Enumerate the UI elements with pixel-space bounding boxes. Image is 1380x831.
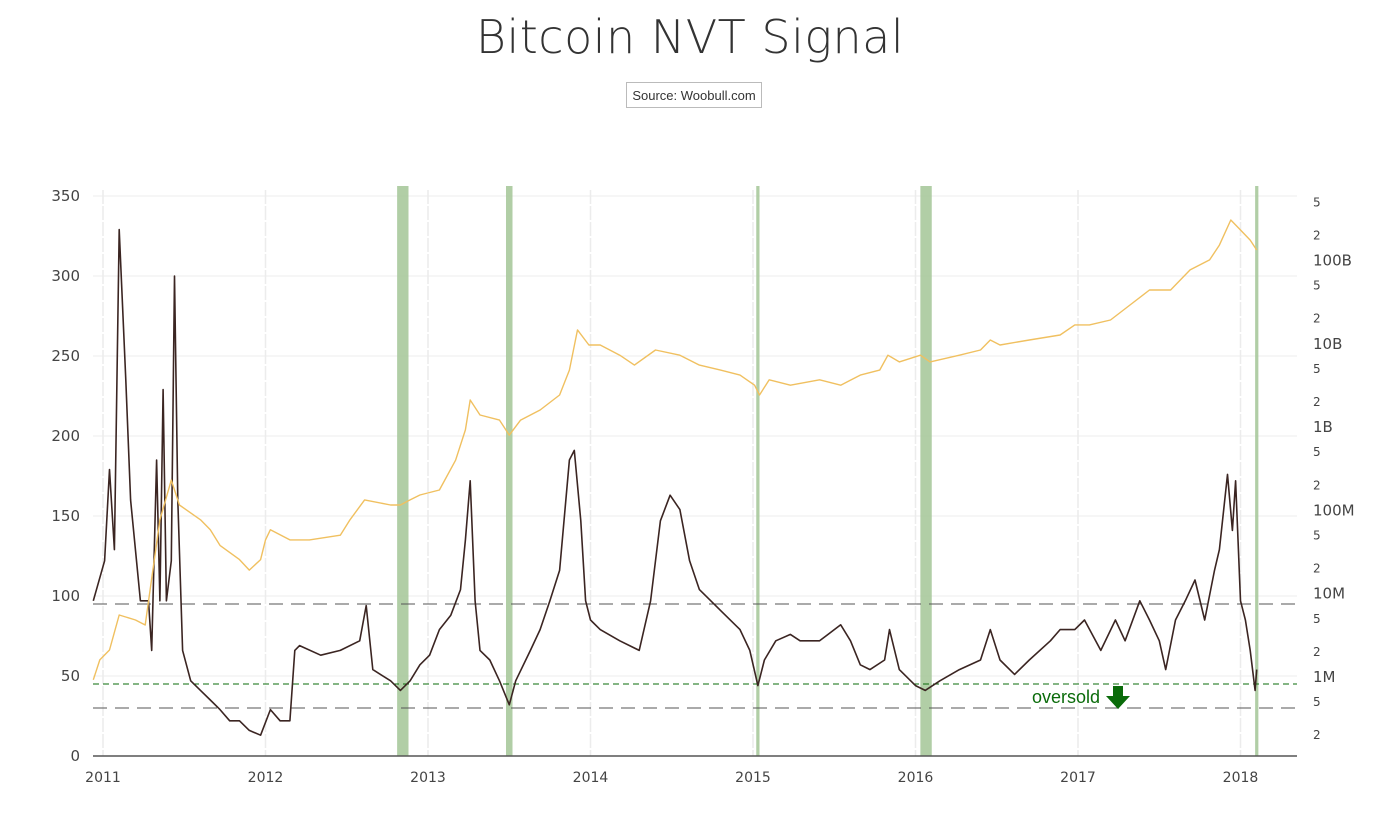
x-tick-label: 2018 xyxy=(1223,770,1259,786)
y-right-minor-label: 5 xyxy=(1313,445,1321,459)
x-tick-label: 2013 xyxy=(410,770,446,786)
x-tick-label: 2016 xyxy=(898,770,934,786)
y-right-minor-label: 5 xyxy=(1313,279,1321,293)
series-lines xyxy=(92,219,1258,736)
highlight-band xyxy=(920,186,932,756)
y-right-major-label: 100M xyxy=(1313,501,1355,519)
x-tick-label: 2014 xyxy=(573,770,609,786)
y-tick-label: 350 xyxy=(51,187,80,205)
x-axis-ticks: 2011 2012 2013 2014 2015 2016 2017 2018 xyxy=(85,770,1258,786)
y-right-minor-label: 2 xyxy=(1313,228,1321,242)
source-label: Source: Woobull.com xyxy=(626,82,762,108)
market-cap-line xyxy=(92,219,1258,681)
highlight-bands xyxy=(397,186,1259,756)
y-right-minor-label: 5 xyxy=(1313,528,1321,542)
y-left-ticks: 0 50 100 150 200 250 300 350 xyxy=(51,187,80,765)
y-right-minor-label: 5 xyxy=(1313,362,1321,376)
y-right-minor-label: 2 xyxy=(1313,645,1321,659)
y-right-major-label: 1M xyxy=(1313,668,1336,686)
y-right-minor-label: 5 xyxy=(1313,612,1321,626)
x-tick-label: 2011 xyxy=(85,770,121,786)
y-tick-label: 300 xyxy=(51,267,80,285)
arrow-down-icon xyxy=(1106,686,1130,709)
nvt-signal-line xyxy=(92,228,1258,736)
x-tick-label: 2012 xyxy=(248,770,284,786)
highlight-band xyxy=(397,186,409,756)
y-right-major-label: 10B xyxy=(1313,335,1342,353)
y-right-minor-label: 2 xyxy=(1313,312,1321,326)
highlight-band xyxy=(756,186,760,756)
grid xyxy=(93,190,1297,756)
x-tick-label: 2015 xyxy=(735,770,771,786)
y-right-major-label: 1B xyxy=(1313,418,1333,436)
y-tick-label: 250 xyxy=(51,347,80,365)
y-tick-label: 50 xyxy=(61,667,80,685)
y-right-minor-label: 2 xyxy=(1313,728,1321,742)
y-right-major-label: 100B xyxy=(1313,252,1352,270)
x-tick-label: 2017 xyxy=(1060,770,1096,786)
y-right-minor-label: 2 xyxy=(1313,562,1321,576)
y-tick-label: 200 xyxy=(51,427,80,445)
highlight-band xyxy=(506,186,513,756)
highlight-band xyxy=(1255,186,1259,756)
chart-title: Bitcoin NVT Signal xyxy=(475,10,905,64)
y-right-minor-label: 2 xyxy=(1313,478,1321,492)
oversold-annotation: oversold xyxy=(1032,687,1100,707)
reference-lines xyxy=(93,603,1297,709)
y-tick-label: 150 xyxy=(51,507,80,525)
y-right-minor-label: 5 xyxy=(1313,695,1321,709)
y-right-minor-label: 5 xyxy=(1313,195,1321,209)
y-right-ticks: 1M 10M 100M 1B 10B 100B 2 5 2 5 2 5 2 5 2 5 2 5 2 5 xyxy=(1313,195,1355,742)
y-tick-label: 100 xyxy=(51,587,80,605)
y-tick-label: 0 xyxy=(70,747,80,765)
y-right-major-label: 10M xyxy=(1313,585,1345,603)
y-right-minor-label: 2 xyxy=(1313,395,1321,409)
